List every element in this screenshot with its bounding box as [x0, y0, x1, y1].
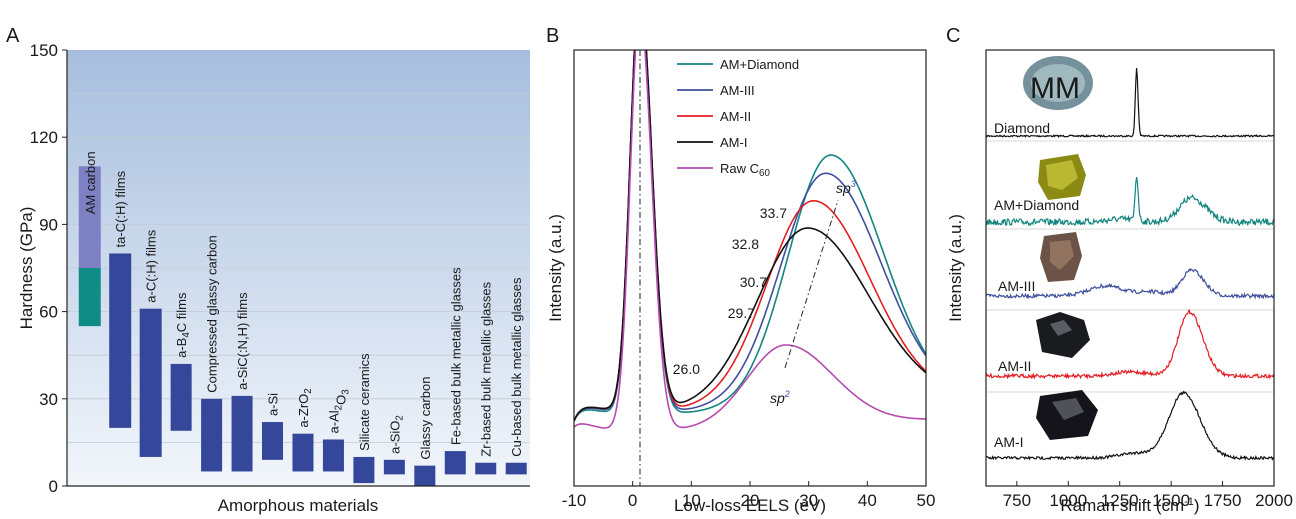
- am-ii-sample-photo: [1036, 312, 1090, 358]
- panel-b-line-chart: -10 0 10 20 30 40 50 AM+Diamond AM-III AM-II AM-I…: [546, 49, 936, 515]
- panel-b-y-axis-label: Intensity (a.u.): [546, 214, 565, 322]
- sample-label-am-ii: AM-II: [998, 358, 1031, 374]
- sample-label-am-iii: AM-III: [998, 278, 1035, 294]
- sp3-annotation: sp3: [836, 179, 856, 196]
- bar-label-am-carbon: AM carbon: [83, 151, 98, 214]
- bar-label-compressed-glassy-carbon: Compressed glassy carbon: [205, 235, 220, 393]
- bar-label-silicate-ceramics: Silicate ceramics: [357, 353, 372, 451]
- panel-c-raman-chart: MM 750 1000 1250 1500 1750 2000 Diamond AM+Dia…: [946, 49, 1293, 515]
- bar-label-ta-c-h-films: ta-C(:H) films: [113, 170, 128, 247]
- panel-c-y-axis-label: Intensity (a.u.): [946, 214, 965, 322]
- bar-am-carbon-upper: [78, 166, 101, 268]
- panel-b-x-tick-label: 30: [799, 491, 818, 510]
- am-iii-sample-photo: [1040, 232, 1082, 282]
- bar-zr-based-bulk-metallic-glasses: [475, 462, 497, 475]
- bar-silicate-ceramics: [353, 456, 375, 484]
- legend-label-am-diamond: AM+Diamond: [720, 57, 799, 72]
- sample-label-am-diamond: AM+Diamond: [994, 197, 1079, 213]
- sample-label-am-i: AM-I: [994, 434, 1024, 450]
- panel-a-y-tick-label: 120: [30, 128, 58, 147]
- bar-label-a-sio2: a-SiO2: [387, 415, 405, 454]
- legend-label-am-iii: AM-III: [720, 83, 755, 98]
- bar-am-carbon-lower: [78, 268, 101, 327]
- raman-curve-am-i: [986, 390, 1274, 461]
- bar-label-glassy-carbon: Glassy carbon: [418, 377, 433, 460]
- bar-label-a-al2o3: a-Al2O3: [326, 389, 351, 433]
- panel-a-y-tick-label: 150: [30, 41, 58, 60]
- am-diamond-sample-photo: [1038, 154, 1086, 200]
- panel-c-x-tick-label: 1000: [1049, 491, 1087, 510]
- panel-b-x-axis-label: Low-loss EELS (eV): [674, 496, 826, 515]
- raman-curve-diamond: [986, 67, 1274, 138]
- bar-label-a-b4c-films: a-B4C films: [174, 292, 192, 358]
- raman-curve-am-ii: [986, 308, 1274, 380]
- bar-fe-based-bulk-metallic-glasses: [444, 451, 466, 475]
- diamond-sample-photo: MM: [1023, 56, 1093, 110]
- panel-label-c: C: [946, 25, 960, 47]
- panel-c-x-tick-label: 2000: [1255, 491, 1293, 510]
- panel-b-x-tick-label: 0: [628, 491, 637, 510]
- bar-a-al2o3: [322, 439, 344, 472]
- panel-b-x-tick-label: -10: [562, 491, 587, 510]
- bar-label-cu-based-bulk-metallic-glasses: Cu-based bulk metallic glasses: [509, 277, 524, 457]
- bar-cu-based-bulk-metallic-glasses: [505, 462, 527, 475]
- bar-a-sio2: [383, 459, 405, 475]
- bar-a-c-h-films: [139, 308, 162, 457]
- eels-curve-am-i: [574, 50, 926, 422]
- peak-annotation-am-iii: 32.8: [732, 236, 759, 252]
- panel-a-y-tick-label: 90: [39, 215, 58, 234]
- raman-curve-am-iii: [986, 268, 1274, 300]
- bar-label-a-si: a-Si: [266, 393, 281, 416]
- panel-a-x-axis-label: Amorphous materials: [218, 496, 379, 515]
- panel-a-bar-chart: AM carbon ta-C(:H) films a-C(:H) films a-B4…: [17, 41, 530, 515]
- panel-b-x-tick-label: 50: [917, 491, 936, 510]
- peak-annotation-am-ii: 30.7: [740, 274, 767, 290]
- bar-ta-c-h-films: [109, 253, 132, 428]
- panel-label-a: A: [6, 25, 20, 47]
- panel-c-frame: [985, 49, 1275, 487]
- legend-label-raw-c60: Raw C60: [720, 161, 770, 179]
- panel-c-x-tick-label: 1750: [1204, 491, 1242, 510]
- panel-b-x-tick-label: 20: [741, 491, 760, 510]
- panel-a-y-tick-label: 60: [39, 303, 58, 322]
- peak-annotation-am-diamond: 33.7: [760, 205, 787, 221]
- peak-annotation-am-i: 29.7: [728, 305, 755, 321]
- bar-label-a-zro2: a-ZrO2: [296, 388, 314, 427]
- bar-label-fe-based-bulk-metallic-glasses: Fe-based bulk metallic glasses: [448, 267, 463, 445]
- panel-b-x-tick-label: 40: [858, 491, 877, 510]
- panel-a-y-tick-label: 0: [49, 477, 58, 496]
- sample-label-diamond: Diamond: [994, 120, 1050, 136]
- sp2-annotation: sp2: [770, 389, 790, 406]
- bar-a-sic-n-h-films: [231, 395, 253, 472]
- raman-curve-am-diamond: [986, 177, 1274, 227]
- eels-curve-raw-c60: [574, 50, 926, 429]
- panel-a-y-axis-label: Hardness (GPa): [17, 207, 36, 330]
- sp2-sp3-trend-line: [784, 199, 839, 369]
- bar-label-a-sic-n-h-films: a-SiC(:N,H) films: [235, 292, 250, 390]
- bar-compressed-glassy-carbon: [201, 398, 223, 472]
- panel-c-x-tick-label: 1250: [1101, 491, 1139, 510]
- legend-label-am-i: AM-I: [720, 135, 747, 150]
- panel-c-x-tick-label: 750: [1003, 491, 1031, 510]
- bar-label-zr-based-bulk-metallic-glasses: Zr-based bulk metallic glasses: [479, 281, 494, 456]
- panel-c-x-axis-label: Raman shift (cm-1): [1060, 496, 1199, 515]
- panel-b-x-tick-label: 10: [682, 491, 701, 510]
- panel-label-b: B: [546, 25, 559, 47]
- panel-c-x-tick-label: 1500: [1152, 491, 1190, 510]
- bar-a-si: [262, 422, 284, 460]
- bar-glassy-carbon: [414, 465, 436, 486]
- bar-label-a-c-h-films: a-C(:H) films: [144, 229, 159, 302]
- bar-a-b4c-films: [170, 363, 192, 431]
- peak-annotation-raw-c60: 26.0: [673, 361, 700, 377]
- panel-a-y-tick-label: 30: [39, 390, 58, 409]
- legend-label-am-ii: AM-II: [720, 109, 751, 124]
- am-i-sample-photo: [1036, 390, 1098, 440]
- svg-text:MM: MM: [1030, 72, 1080, 105]
- bar-a-zro2: [292, 433, 314, 472]
